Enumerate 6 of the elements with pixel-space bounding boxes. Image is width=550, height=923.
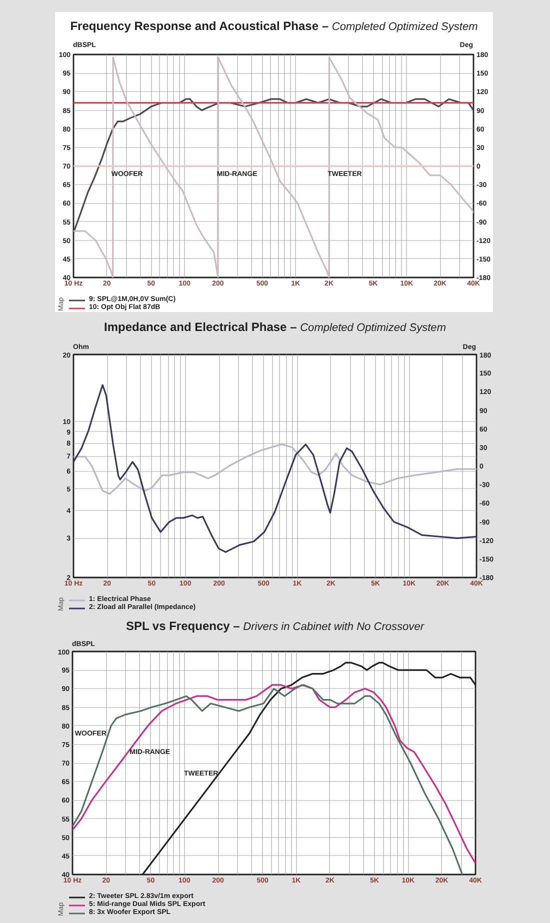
chart-title: SPL vs Frequency – <box>126 619 240 633</box>
chart-title: Frequency Response and Acoustical Phase – <box>70 19 329 33</box>
chart-title: Impedance and Electrical Phase – <box>104 320 297 334</box>
chart-subtitle: Completed Optimized System <box>332 21 478 33</box>
chart-subtitle: Completed Optimized System <box>300 322 446 334</box>
chart-subtitle: Drivers in Cabinet with No Crossover <box>243 621 424 633</box>
